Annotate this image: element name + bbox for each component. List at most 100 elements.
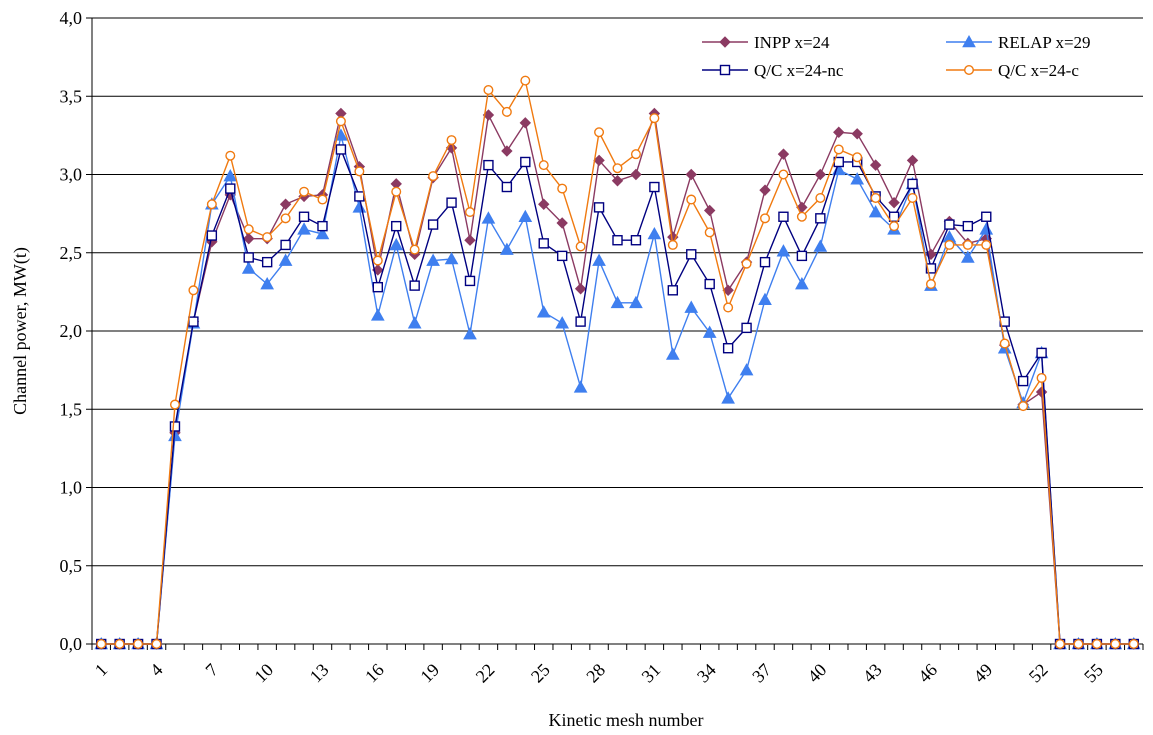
data-point: [888, 211, 900, 222]
data-point: [796, 211, 807, 222]
legend-marker: [719, 64, 731, 76]
data-point: [500, 242, 514, 255]
data-point: [1091, 639, 1102, 650]
data-point: [519, 117, 532, 129]
y-tick-label: 2,0: [60, 321, 83, 341]
data-point: [649, 181, 660, 193]
data-point: [629, 295, 643, 309]
data-point: [352, 200, 367, 213]
data-point: [665, 347, 680, 360]
data-point: [335, 116, 346, 127]
data-point: [741, 322, 752, 334]
data-point: [446, 135, 457, 146]
data-point: [278, 253, 293, 266]
data-point: [925, 263, 937, 274]
data-point: [464, 275, 476, 287]
data-point: [815, 213, 826, 224]
data-point: [592, 253, 606, 266]
data-point: [206, 199, 217, 210]
data-point: [722, 284, 734, 297]
x-tick-label: 52: [1025, 660, 1052, 687]
x-tick-label: 37: [748, 660, 775, 687]
data-point: [630, 168, 642, 181]
legend-item: INPP x=24: [702, 33, 830, 52]
data-point: [907, 178, 918, 190]
data-point: [741, 258, 752, 269]
data-point: [280, 239, 291, 251]
data-point: [481, 211, 496, 224]
data-point: [667, 285, 679, 296]
x-tick-label: 43: [859, 660, 886, 687]
data-point: [556, 250, 568, 262]
legend-label: Q/C x=24-nc: [754, 61, 844, 80]
data-point: [684, 300, 699, 313]
data-point: [354, 166, 365, 177]
data-point: [114, 639, 125, 650]
data-point: [575, 316, 586, 327]
data-point: [370, 308, 385, 321]
data-point: [704, 227, 715, 238]
data-point: [518, 209, 533, 223]
x-tick-label: 1: [91, 660, 112, 681]
data-point: [574, 283, 587, 295]
data-point: [758, 292, 772, 305]
data-point: [501, 181, 513, 193]
legend-marker: [962, 34, 976, 48]
x-tick-labels: 1 4 7 10 13 16 19 22 25 28 31 34 37 40 43 46 49 52 55: [91, 660, 1107, 687]
x-axis-title: Kinetic mesh number: [549, 710, 704, 730]
data-point: [315, 226, 330, 240]
legend-marker: [964, 64, 975, 75]
data-point: [721, 391, 735, 404]
grid-lines: [92, 17, 1143, 567]
y-tick-label: 3,5: [60, 86, 83, 106]
data-point: [427, 219, 439, 230]
data-point: [702, 325, 717, 338]
legend-item: Q/C x=24-c: [946, 61, 1079, 80]
series-line: [101, 147, 1134, 645]
data-point: [501, 145, 513, 157]
data-point: [962, 239, 973, 250]
data-point: [407, 316, 422, 329]
data-point: [1017, 375, 1029, 387]
y-tick-label: 2,5: [60, 243, 83, 263]
data-point: [372, 281, 383, 293]
data-point: [151, 639, 162, 650]
data-point: [428, 171, 439, 182]
data-point: [776, 244, 791, 257]
data-point: [483, 84, 494, 95]
data-point: [297, 222, 311, 235]
data-point: [317, 220, 328, 232]
data-point: [557, 183, 568, 194]
data-point: [169, 399, 180, 410]
data-point: [536, 305, 551, 318]
data-point: [611, 175, 624, 187]
x-tick-label: 19: [416, 660, 443, 687]
x-tick-label: 55: [1080, 660, 1107, 687]
data-point: [188, 316, 199, 327]
x-tick-label: 40: [804, 660, 831, 687]
data-point: [649, 113, 660, 124]
data-point: [925, 279, 936, 290]
data-point: [1036, 372, 1047, 383]
data-point: [1110, 639, 1121, 650]
data-point: [813, 239, 828, 252]
data-point: [426, 253, 440, 266]
data-point: [188, 285, 199, 296]
data-point: [409, 244, 420, 255]
data-point: [298, 211, 310, 222]
data-point: [335, 144, 347, 155]
data-point: [260, 277, 275, 290]
data-point: [444, 251, 459, 265]
data-point: [372, 255, 383, 266]
x-tick-label: 10: [250, 660, 277, 687]
data-point: [999, 338, 1010, 349]
y-tick-label: 4,0: [60, 8, 83, 28]
y-tick-label: 0,5: [60, 556, 83, 576]
x-tick-label: 25: [527, 660, 554, 687]
data-point: [667, 239, 678, 250]
y-tick-label: 0,0: [60, 634, 83, 654]
data-point: [870, 192, 881, 203]
y-axis-title: Channel power, MW(t): [10, 247, 31, 415]
data-point: [778, 169, 789, 180]
data-point: [889, 221, 900, 232]
